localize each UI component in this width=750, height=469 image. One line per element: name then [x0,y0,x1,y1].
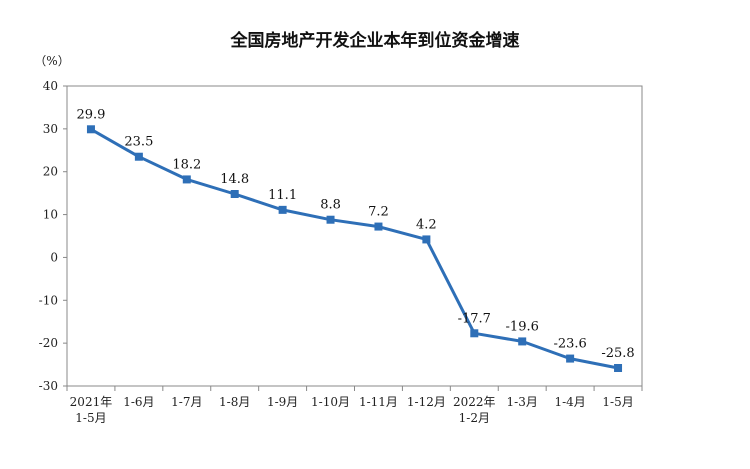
data-point-marker [326,215,335,224]
x-tick-label: 1-4月 [554,395,585,409]
data-label: 23.5 [124,135,153,150]
data-point-marker [86,125,95,134]
data-point-marker [182,175,191,184]
data-label: 18.2 [172,157,201,172]
series-line [90,127,619,370]
x-tick-label: 1-5月 [602,395,633,409]
data-label: 8.8 [320,198,341,213]
y-tick-label: -20 [39,336,58,350]
x-tick-label: 1-10月 [311,395,350,409]
y-tick-label: 0 [50,250,58,264]
data-label: 7.2 [368,205,389,220]
x-tick-label: 1-11月 [359,395,398,409]
y-tick-label: -10 [39,293,58,307]
data-label: 29.9 [76,107,105,122]
data-point-marker [614,364,623,372]
x-tick-label: 2021年 [70,395,113,409]
y-tick-label: 40 [43,79,58,93]
x-tick-label: 1-12月 [407,395,446,409]
data-label: 14.8 [220,172,249,187]
data-label: -17.7 [458,311,491,326]
x-tick-label: 2022年 [453,395,496,409]
data-point-marker [230,190,239,198]
data-point-marker [422,235,431,244]
x-tick-label: 1-6月 [123,395,154,409]
x-tick-label: 1-8月 [219,395,250,409]
x-tick-label: 1-5月 [75,411,106,425]
data-point-marker [470,329,479,338]
data-point-marker [278,205,287,214]
data-point-marker [566,354,575,363]
x-tick-label: 1-7月 [171,395,202,409]
y-tick-label: -30 [39,379,58,393]
x-tick-label: 1-2月 [459,411,490,425]
data-label: -23.6 [553,337,586,352]
data-point-marker [134,152,143,161]
data-point-marker [374,222,383,231]
y-tick-label: 30 [43,122,58,136]
y-axis-unit: （%） [34,54,69,68]
y-tick-label: 20 [43,165,58,179]
chart-title: 全国房地产开发企业本年到位资金增速 [230,31,520,51]
data-label: -19.6 [506,319,539,334]
y-tick-label: 10 [43,208,58,222]
data-point-marker [518,337,527,346]
data-label: 4.2 [416,217,437,232]
x-tick-label: 1-3月 [507,395,538,409]
data-label: 11.1 [268,188,297,203]
x-tick-label: 1-9月 [267,395,298,409]
data-label: -25.8 [601,346,634,361]
